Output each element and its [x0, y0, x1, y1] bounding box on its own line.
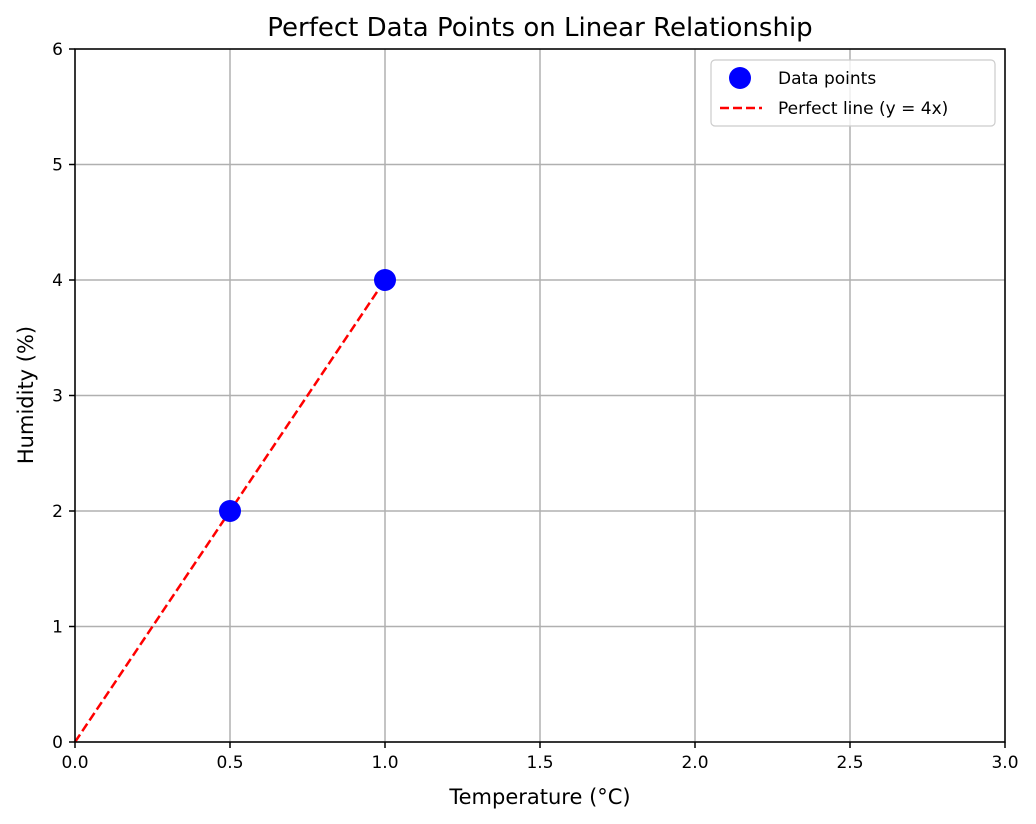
x-axis: 0.0 0.5 1.0 1.5 2.0 2.5 3.0	[61, 742, 1019, 773]
y-tick-label: 0	[52, 733, 63, 753]
y-axis: 0 1 2 3 4 5 6	[52, 40, 75, 753]
legend-label-perfect-line: Perfect line (y = 4x)	[778, 99, 948, 119]
x-tick-label: 0.5	[216, 753, 243, 773]
chart-title: Perfect Data Points on Linear Relationsh…	[267, 13, 812, 43]
y-tick-label: 4	[52, 271, 63, 291]
y-axis-label: Humidity (%)	[14, 326, 38, 464]
data-point	[219, 500, 241, 522]
legend: Data points Perfect line (y = 4x)	[710, 59, 996, 127]
x-tick-label: 1.0	[371, 753, 398, 773]
y-tick-label: 3	[52, 387, 63, 407]
legend-marker-data-points	[729, 67, 751, 89]
y-tick-label: 1	[52, 618, 63, 638]
x-tick-label: 2.0	[681, 753, 708, 773]
y-tick-label: 5	[52, 156, 63, 176]
x-tick-label: 3.0	[991, 753, 1018, 773]
x-tick-label: 0.0	[61, 753, 88, 773]
y-tick-label: 2	[52, 502, 63, 522]
data-point	[374, 269, 396, 291]
x-tick-label: 1.5	[526, 753, 553, 773]
x-tick-label: 2.5	[836, 753, 863, 773]
x-axis-label: Temperature (°C)	[448, 785, 630, 809]
y-tick-label: 6	[52, 40, 63, 60]
legend-label-data-points: Data points	[778, 69, 876, 89]
legend-box	[710, 59, 996, 127]
plot-area	[73, 269, 396, 743]
